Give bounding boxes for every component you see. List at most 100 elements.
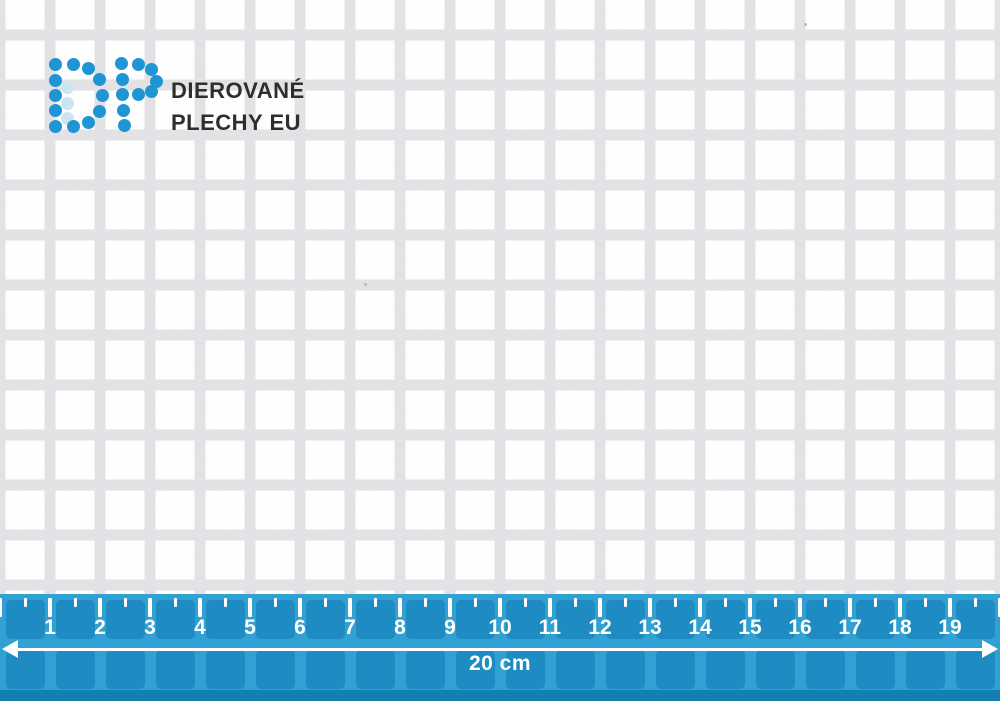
ruler-number: 18 [888, 616, 912, 639]
logo-dot [66, 57, 80, 71]
minor-tick [473, 598, 477, 607]
minor-tick [923, 598, 927, 607]
major-tick [798, 598, 802, 617]
minor-tick [873, 598, 877, 607]
ruler-number: 9 [444, 616, 456, 639]
major-tick [298, 598, 302, 617]
logo-dot [117, 118, 131, 132]
brand-name: DIEROVANÉ PLECHY EU [171, 75, 305, 139]
logo-dot [144, 62, 158, 76]
minor-tick [23, 598, 27, 607]
logo-dot [131, 87, 145, 101]
brand-name-line1: DIEROVANÉ [171, 78, 305, 103]
sheet-speck [804, 23, 807, 26]
minor-tick [173, 598, 177, 607]
logo-dot [92, 72, 106, 86]
ruler-cell [205, 650, 245, 689]
major-tick [198, 598, 202, 617]
ruler-cell [505, 650, 545, 689]
logo-dot [95, 88, 109, 102]
major-tick [948, 598, 952, 617]
major-tick [748, 598, 752, 617]
major-tick [98, 598, 102, 617]
ruler-number: 19 [938, 616, 962, 639]
major-tick [598, 598, 602, 617]
major-tick [998, 598, 1000, 617]
minor-tick [73, 598, 77, 607]
logo-dot [48, 88, 62, 102]
logo-dot [114, 56, 128, 70]
sheet-speck [364, 283, 367, 286]
minor-tick [423, 598, 427, 607]
major-tick [648, 598, 652, 617]
major-tick [348, 598, 352, 617]
ruler-number: 12 [588, 616, 612, 639]
ruler-cell [455, 650, 495, 689]
ruler-cell [255, 650, 295, 689]
logo-dot [48, 103, 62, 117]
ruler-number: 17 [838, 616, 862, 639]
logo-dot [48, 57, 62, 71]
ruler-number: 8 [394, 616, 406, 639]
ruler-number: 16 [788, 616, 812, 639]
ruler-cell [605, 650, 645, 689]
ruler-cell [805, 650, 845, 689]
ruler-shadow-strip [0, 690, 1000, 701]
ruler-cell [555, 650, 595, 689]
major-tick [448, 598, 452, 617]
minor-tick [523, 598, 527, 607]
logo-dot [144, 84, 158, 98]
ruler-number: 10 [488, 616, 512, 639]
major-tick [548, 598, 552, 617]
minor-tick [123, 598, 127, 607]
logo-dot [66, 119, 80, 133]
minor-tick [273, 598, 277, 607]
major-tick [498, 598, 502, 617]
ruler-cell [905, 650, 945, 689]
measuring-ruler: 1 2 3 4 5 6 7 8 9 10 11 12 13 14 15 16 17 18 19 20 cm [0, 594, 1000, 701]
minor-tick [723, 598, 727, 607]
ruler-cell [305, 650, 345, 689]
logo-dot [115, 87, 129, 101]
logo-ghost-dot [60, 80, 74, 94]
logo-dot [131, 57, 145, 71]
logo-dot [92, 104, 106, 118]
ruler-number: 7 [344, 616, 356, 639]
logo-dot [48, 119, 62, 133]
ruler-cell [155, 650, 195, 689]
span-arrow-right-head [982, 640, 998, 658]
ruler-cell [105, 650, 145, 689]
ruler-number: 14 [688, 616, 712, 639]
ruler-cell [755, 650, 795, 689]
ruler-number: 15 [738, 616, 762, 639]
major-tick [48, 598, 52, 617]
major-tick [148, 598, 152, 617]
ruler-cell [705, 650, 745, 689]
span-arrow-left-head [2, 640, 18, 658]
span-arrow-line [10, 648, 990, 651]
ruler-number: 13 [638, 616, 662, 639]
minor-tick [773, 598, 777, 607]
minor-tick [223, 598, 227, 607]
major-tick [398, 598, 402, 617]
minor-tick [373, 598, 377, 607]
span-length-label: 20 cm [468, 652, 532, 675]
major-tick [898, 598, 902, 617]
minor-tick [573, 598, 577, 607]
minor-tick [823, 598, 827, 607]
minor-tick [323, 598, 327, 607]
logo-dot [81, 115, 95, 129]
major-tick [248, 598, 252, 617]
ruler-cell [655, 650, 695, 689]
ruler-cell [355, 650, 395, 689]
major-tick [848, 598, 852, 617]
ruler-number: 11 [538, 616, 562, 639]
ruler-number: 1 [44, 616, 56, 639]
logo-dot [116, 103, 130, 117]
ruler-cell [405, 650, 445, 689]
minor-tick [973, 598, 977, 607]
logo-dot [149, 74, 163, 88]
minor-tick [623, 598, 627, 607]
logo-ghost-dot [60, 96, 74, 110]
ruler-cell [855, 650, 895, 689]
